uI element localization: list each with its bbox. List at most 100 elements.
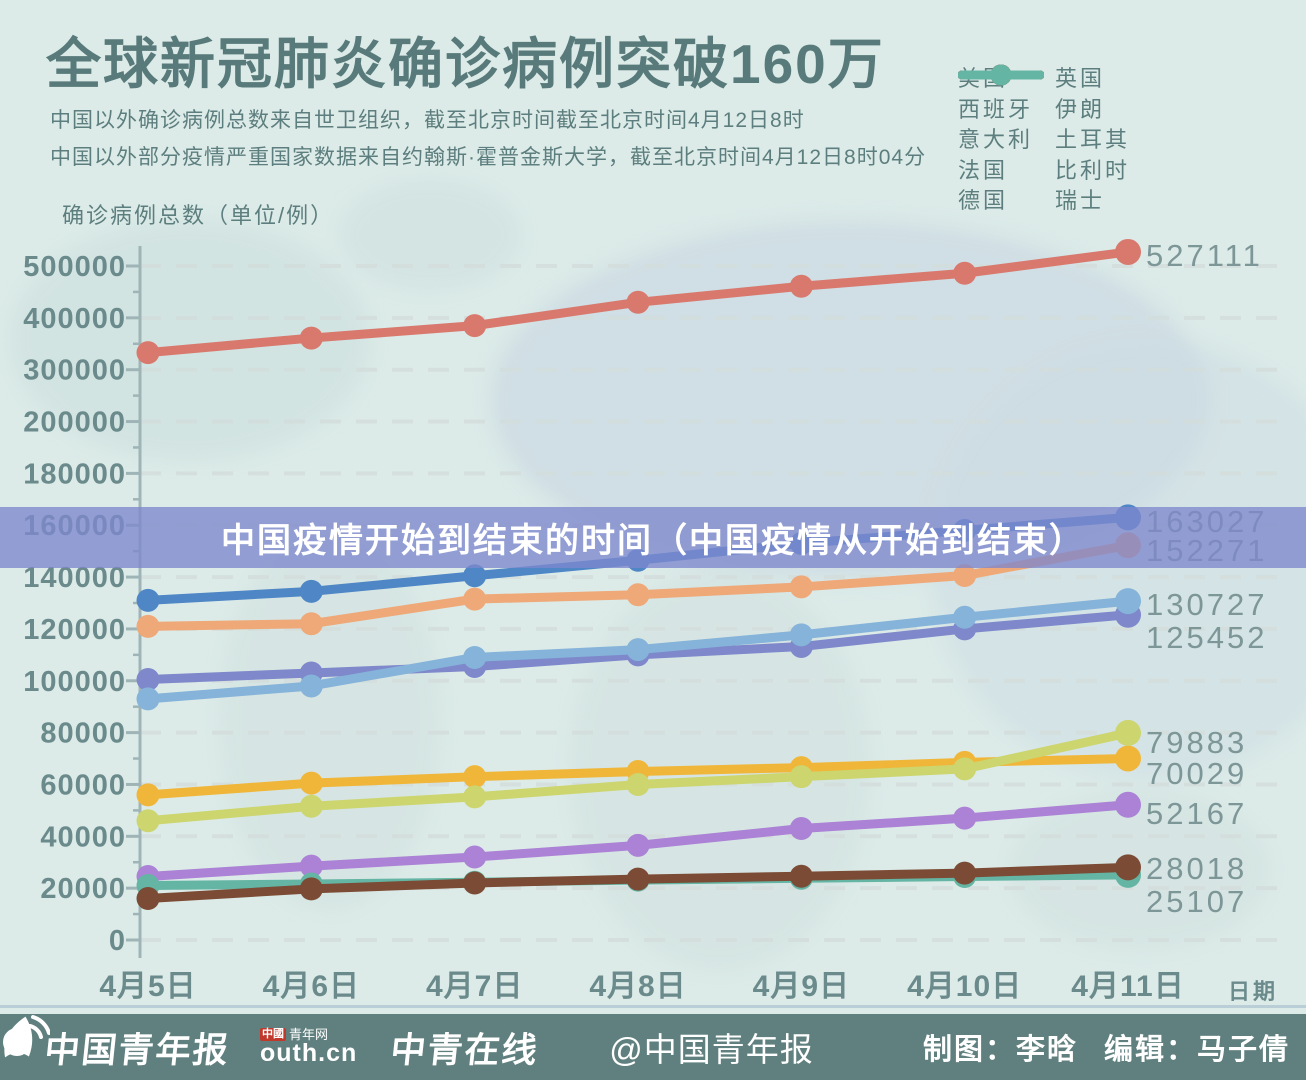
series-end-dot [1115,745,1141,772]
x-axis-title: 日期 [1228,979,1279,1004]
legend-label: 西班牙 [958,96,1034,122]
series-dot [463,871,487,895]
series-dot [626,772,650,796]
youthcn-logo: 中國 青年网 outh.cn [4,1016,358,1067]
y-tick-label: 20000 [40,873,126,905]
zhongqing-online-logo: 中青在线 [388,1030,542,1070]
series-dot [299,579,323,603]
legend-item-1: 西班牙 [958,64,1044,123]
y-tick-label: 0 [109,925,126,957]
series-dot [299,612,323,636]
legend-label: 伊朗 [1055,96,1106,122]
weibo-handle: @中国青年报 [3,1015,814,1071]
series-dot [299,854,323,878]
legend-label: 土耳其 [1055,127,1131,153]
youthcn-site-label: 青年网 [289,1027,329,1042]
page-title: 全球新冠肺炎确诊病例突破160万 [46,33,885,95]
overlay-banner-text: 中国疫情开始到结束的时间（中国疫情从开始到结束） [221,522,1085,560]
x-tick-label: 4月8日 [589,970,686,1003]
y-tick-label: 120000 [23,614,126,646]
x-tick-label: 4月7日 [426,970,523,1003]
legend-label: 意大利 [958,127,1034,153]
series-8 [136,854,1141,911]
y-tick-label: 40000 [40,821,126,853]
y-tick-label: 60000 [40,769,126,801]
x-tick-labels: 4月5日 4月6日 4月7日 4月8日 4月9日 4月10日 4月11日 [99,970,1184,1003]
map-blob-greenland [340,180,520,290]
series-dot [463,845,487,869]
x-tick-label: 4月11日 [1071,970,1184,1003]
series-dot [299,674,323,698]
series-dot [136,887,160,911]
chart-legend: 美国西班牙意大利法国德国英国伊朗土耳其比利时瑞士 [958,62,1130,215]
legend-item-5: 英国 [958,62,1130,92]
series-dot [953,605,977,629]
series-end-label: 28018 [1146,851,1247,886]
weibo-icon [3,1015,50,1056]
series-dot [299,326,323,350]
series-dot [789,817,813,841]
y-tick-label: 100000 [23,666,126,698]
series-3 [136,588,1141,711]
series-dot [626,290,650,314]
legend-label: 英国 [1055,66,1106,92]
y-tick-label: 300000 [23,355,126,387]
series-end-dot [1115,791,1141,818]
series-0 [136,238,1141,365]
china-youth-daily-logo: 中国青年报 [42,1030,232,1070]
series-dot [299,794,323,818]
series-dot [136,667,160,691]
series-dot [789,274,813,298]
series-dot [626,867,650,891]
series-end-dot [1115,238,1141,265]
y-tick-label: 500000 [23,251,126,283]
series-dot [953,757,977,781]
legend-item-6: 伊朗 [958,64,1130,123]
subtitle-line-1: 中国以外确诊病例总数来自世卫组织，截至北京时间截至北京时间4月12日8时 [50,109,805,132]
series-dot [953,861,977,885]
overlay-banner: 中国疫情开始到结束的时间（中国疫情从开始到结束） [0,507,1306,568]
y-tick-label: 180000 [23,458,126,490]
x-tick-label: 4月9日 [753,970,850,1003]
weibo-handle-text: @中国青年报 [609,1031,814,1068]
credits: 制图：李晗 编辑：马子倩 [923,1026,1290,1068]
legend-item-3: 法国 [958,64,1044,184]
series-end-dot [1115,719,1141,746]
series-6 [136,745,1141,807]
series-end-dot [1115,854,1141,881]
series-end-label: 25107 [1146,884,1247,919]
series-dot [136,588,160,612]
series-dot [136,687,160,711]
series-dot [136,783,160,807]
series-end-label: 52167 [1146,796,1247,831]
series-dot [953,806,977,830]
series-dot [299,771,323,795]
series-dot [789,765,813,789]
series-5 [136,719,1141,833]
legend-label: 瑞士 [1055,188,1106,214]
footer: 中国青年报 中國 青年网 outh.cn 中青在线 @中国青年报 [0,1014,1306,1080]
series-dot [463,645,487,669]
series-dot [789,864,813,888]
y-tick-label: 80000 [40,718,126,750]
series-dot [789,623,813,647]
series-dot [136,809,160,833]
series-dot [789,575,813,599]
series-end-label: 527111 [1146,238,1263,273]
y-tick-label: 400000 [23,303,126,335]
legend-item-9: 瑞士 [958,64,1130,214]
series-dot [463,587,487,611]
series-dot [299,877,323,901]
credit-editor: 编辑：马子倩 [1103,1034,1290,1066]
legend-item-8: 比利时 [958,64,1131,184]
y-axis-title: 确诊病例总数（单位/例） [62,203,335,228]
youthcn-domain: outh.cn [260,1039,358,1067]
series-dot [626,833,650,857]
credit-design: 制图：李晗 [922,1034,1078,1066]
y-tick-labels: 5000004000003000002000001800001600001400… [23,251,126,957]
x-tick-label: 4月5日 [99,970,196,1003]
legend-label: 比利时 [1055,157,1131,183]
series-dot [626,638,650,662]
series-dot [463,564,487,588]
